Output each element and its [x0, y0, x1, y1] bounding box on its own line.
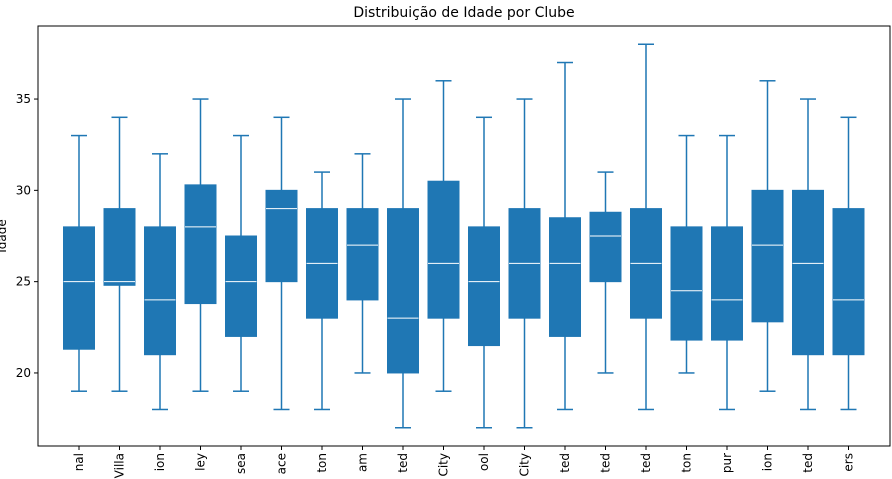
- box: [265, 189, 298, 283]
- y-axis-label: Idade: [0, 219, 9, 253]
- box: [184, 184, 217, 305]
- x-tick-label: ted: [639, 453, 653, 473]
- y-tick-label: 20: [16, 366, 31, 380]
- x-tick-label: nal: [72, 453, 86, 471]
- box: [63, 226, 95, 350]
- x-tick-label: ers: [842, 453, 856, 472]
- box: [144, 226, 176, 356]
- box: [387, 208, 419, 374]
- x-tick-label: City: [518, 453, 532, 477]
- plot-area: 20 25 30 35 nal Villa ion ley sea ace ton am ted City…: [16, 43, 865, 478]
- x-tick-label: ton: [315, 453, 329, 473]
- box: [751, 189, 784, 323]
- y-tick-label: 35: [16, 92, 31, 106]
- box: [468, 226, 500, 347]
- box: [670, 226, 703, 341]
- x-tick-label: ion: [761, 453, 775, 471]
- x-tick-label: ace: [275, 453, 289, 474]
- chart-title: Distribuição de Idade por Clube: [353, 5, 574, 21]
- x-tick-label: ted: [558, 453, 572, 473]
- x-tick-label: ton: [680, 453, 694, 473]
- box: [103, 208, 136, 286]
- y-tick-label: 30: [16, 183, 31, 197]
- box: [346, 208, 379, 301]
- x-tick-label: Villa: [113, 453, 127, 478]
- x-tick-label: sea: [234, 453, 248, 474]
- box: [792, 189, 824, 356]
- x-tick-label: ley: [194, 453, 208, 471]
- x-tick-label: ool: [477, 453, 491, 471]
- box: [711, 226, 743, 341]
- box: [427, 180, 460, 319]
- axes-frame: [37, 25, 891, 447]
- box: [549, 217, 581, 337]
- x-tick-label: am: [356, 453, 370, 472]
- box: [589, 211, 622, 283]
- x-tick-label: ted: [801, 453, 815, 473]
- y-tick-label: 25: [16, 275, 31, 289]
- x-tick-label: ted: [599, 453, 613, 473]
- x-tick-label: pur: [720, 453, 734, 473]
- x-tick-label: City: [437, 453, 451, 477]
- box: [832, 208, 865, 356]
- box: [225, 235, 257, 337]
- x-tick-label: ion: [153, 453, 167, 471]
- x-tick-label: ted: [396, 453, 410, 473]
